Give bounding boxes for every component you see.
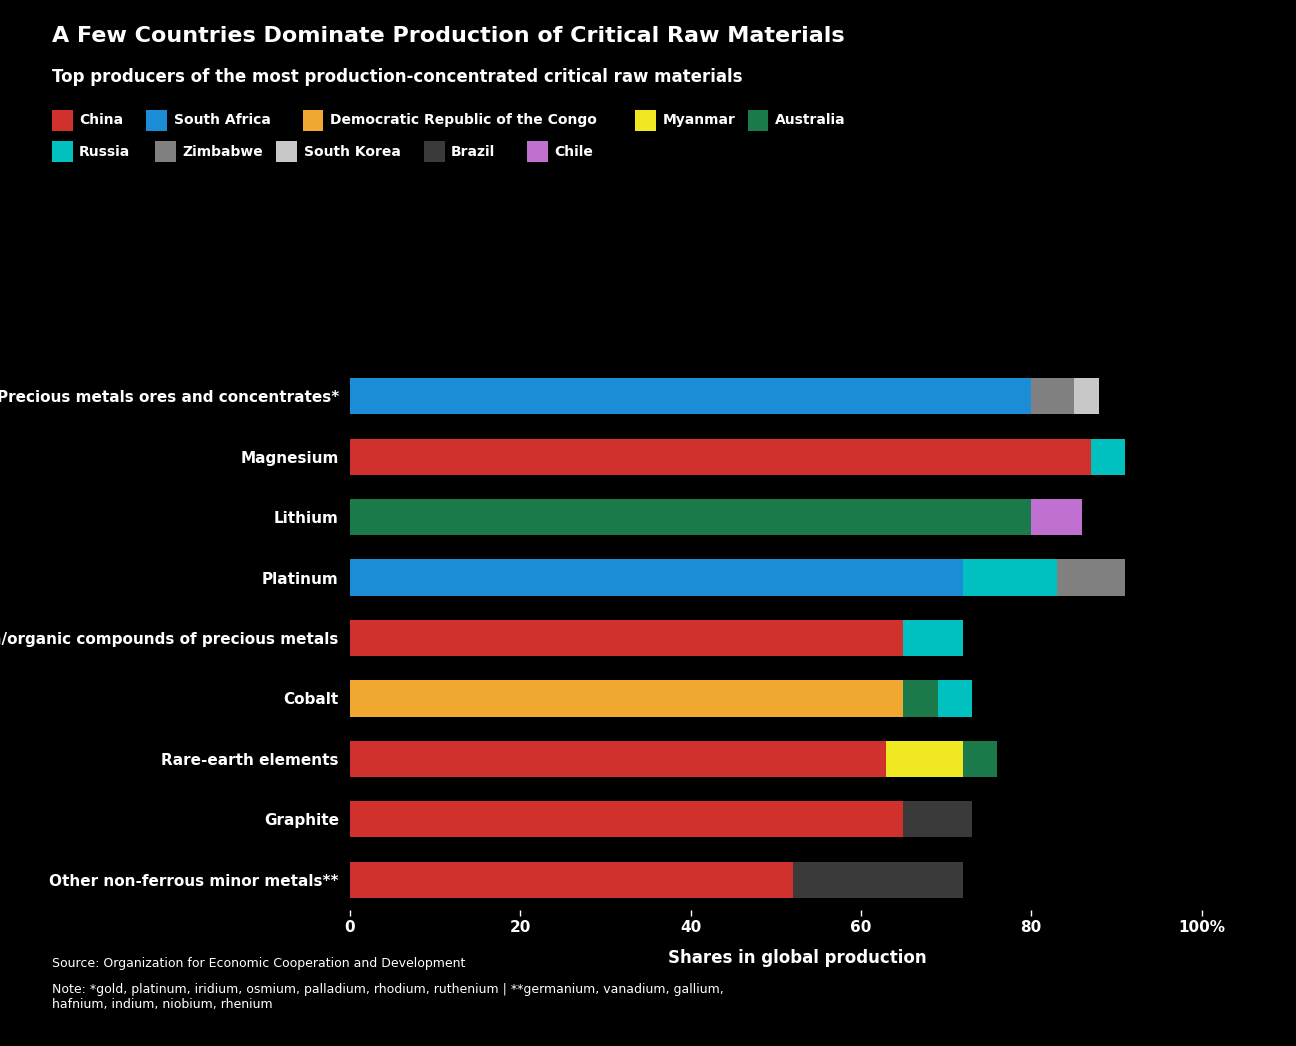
Text: Australia: Australia	[775, 113, 845, 128]
Bar	[350, 862, 793, 897]
Text: Brazil: Brazil	[451, 144, 495, 159]
Bar	[903, 801, 972, 838]
Text: Note: *gold, platinum, iridium, osmium, palladium, rhodium, ruthenium | **german: Note: *gold, platinum, iridium, osmium, …	[52, 983, 723, 1011]
Text: Myanmar: Myanmar	[662, 113, 735, 128]
Text: Democratic Republic of the Congo: Democratic Republic of the Congo	[330, 113, 597, 128]
Bar	[350, 741, 886, 777]
Text: South Korea: South Korea	[303, 144, 400, 159]
Bar	[963, 741, 997, 777]
Bar	[350, 560, 963, 596]
Bar	[350, 379, 1032, 414]
Bar	[350, 438, 1091, 475]
X-axis label: Shares in global production: Shares in global production	[667, 950, 927, 968]
Text: Zimbabwe: Zimbabwe	[183, 144, 263, 159]
Bar	[350, 801, 903, 838]
Bar	[903, 620, 963, 656]
Text: Russia: Russia	[79, 144, 131, 159]
Bar	[903, 680, 937, 717]
Text: A Few Countries Dominate Production of Critical Raw Materials: A Few Countries Dominate Production of C…	[52, 26, 845, 46]
Bar	[1091, 438, 1125, 475]
Bar	[1074, 379, 1099, 414]
Bar	[1032, 379, 1074, 414]
Bar	[963, 560, 1056, 596]
Bar	[793, 862, 963, 897]
Bar	[886, 741, 963, 777]
Text: Top producers of the most production-concentrated critical raw materials: Top producers of the most production-con…	[52, 68, 743, 86]
Bar	[350, 499, 1032, 536]
Text: Chile: Chile	[555, 144, 594, 159]
Bar	[1056, 560, 1125, 596]
Bar	[1032, 499, 1082, 536]
Text: South Africa: South Africa	[174, 113, 271, 128]
Bar	[350, 620, 903, 656]
Bar	[937, 680, 972, 717]
Bar	[350, 680, 903, 717]
Text: Source: Organization for Economic Cooperation and Development: Source: Organization for Economic Cooper…	[52, 957, 465, 970]
Text: China: China	[79, 113, 123, 128]
